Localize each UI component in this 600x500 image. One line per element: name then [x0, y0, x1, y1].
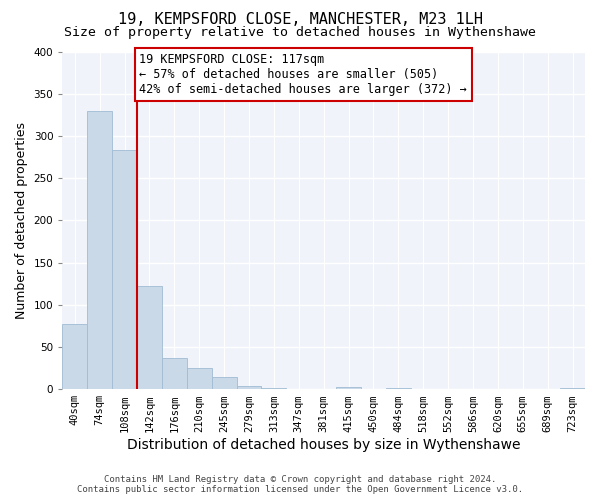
Bar — [162, 358, 187, 389]
X-axis label: Distribution of detached houses by size in Wythenshawe: Distribution of detached houses by size … — [127, 438, 520, 452]
Bar — [560, 388, 585, 389]
Y-axis label: Number of detached properties: Number of detached properties — [15, 122, 28, 319]
Bar — [187, 368, 212, 389]
Text: 19, KEMPSFORD CLOSE, MANCHESTER, M23 1LH: 19, KEMPSFORD CLOSE, MANCHESTER, M23 1LH — [118, 12, 482, 28]
Text: 19 KEMPSFORD CLOSE: 117sqm
← 57% of detached houses are smaller (505)
42% of sem: 19 KEMPSFORD CLOSE: 117sqm ← 57% of deta… — [139, 53, 467, 96]
Text: Contains HM Land Registry data © Crown copyright and database right 2024.
Contai: Contains HM Land Registry data © Crown c… — [77, 474, 523, 494]
Bar — [386, 388, 411, 389]
Bar — [236, 386, 262, 389]
Text: Size of property relative to detached houses in Wythenshawe: Size of property relative to detached ho… — [64, 26, 536, 39]
Bar — [212, 376, 236, 389]
Bar — [262, 388, 286, 389]
Bar — [62, 324, 87, 389]
Bar — [336, 386, 361, 389]
Bar — [112, 150, 137, 389]
Bar — [137, 286, 162, 389]
Bar — [87, 110, 112, 389]
